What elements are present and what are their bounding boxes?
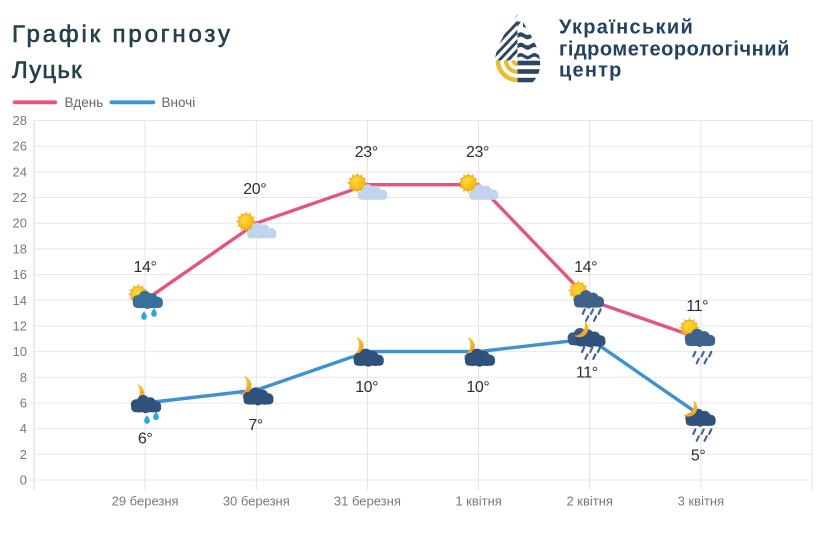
svg-text:5°: 5° [691, 448, 706, 465]
svg-text:14: 14 [13, 293, 27, 308]
svg-text:центр: центр [559, 60, 623, 82]
svg-text:6°: 6° [138, 431, 153, 448]
svg-text:2 квітня: 2 квітня [566, 494, 613, 509]
svg-text:16: 16 [13, 267, 27, 282]
svg-text:8: 8 [20, 370, 27, 385]
svg-text:23°: 23° [355, 144, 378, 161]
svg-text:11°: 11° [686, 298, 708, 315]
svg-text:Вночі: Вночі [162, 95, 196, 110]
svg-text:10°: 10° [466, 379, 489, 396]
svg-text:10°: 10° [355, 379, 378, 396]
svg-text:26: 26 [13, 139, 27, 154]
svg-text:Вдень: Вдень [65, 95, 104, 110]
svg-text:6: 6 [20, 396, 27, 411]
svg-text:Луцьк: Луцьк [12, 57, 83, 84]
svg-text:30 березня: 30 березня [223, 494, 290, 509]
svg-text:31 березня: 31 березня [334, 494, 401, 509]
svg-text:20°: 20° [243, 181, 266, 198]
svg-text:0: 0 [20, 473, 27, 488]
svg-text:12: 12 [13, 318, 27, 333]
svg-text:3 квітня: 3 квітня [678, 494, 725, 509]
svg-text:7°: 7° [248, 417, 263, 434]
svg-text:23°: 23° [466, 144, 489, 161]
svg-text:22: 22 [13, 190, 27, 205]
svg-text:10: 10 [13, 344, 27, 359]
svg-text:11°: 11° [576, 365, 598, 382]
svg-text:Графік прогнозу: Графік прогнозу [12, 21, 233, 48]
svg-text:14°: 14° [574, 259, 597, 276]
svg-text:2: 2 [20, 447, 27, 462]
svg-text:14°: 14° [134, 259, 157, 276]
svg-text:28: 28 [13, 113, 27, 128]
svg-text:4: 4 [20, 421, 27, 436]
svg-text:29 березня: 29 березня [112, 494, 179, 509]
svg-text:гідрометеорологічний: гідрометеорологічний [559, 39, 790, 61]
svg-text:18: 18 [13, 241, 27, 256]
svg-text:Український: Український [559, 17, 694, 39]
svg-text:1 квітня: 1 квітня [455, 494, 502, 509]
svg-text:24: 24 [13, 164, 27, 179]
svg-text:20: 20 [13, 216, 27, 231]
